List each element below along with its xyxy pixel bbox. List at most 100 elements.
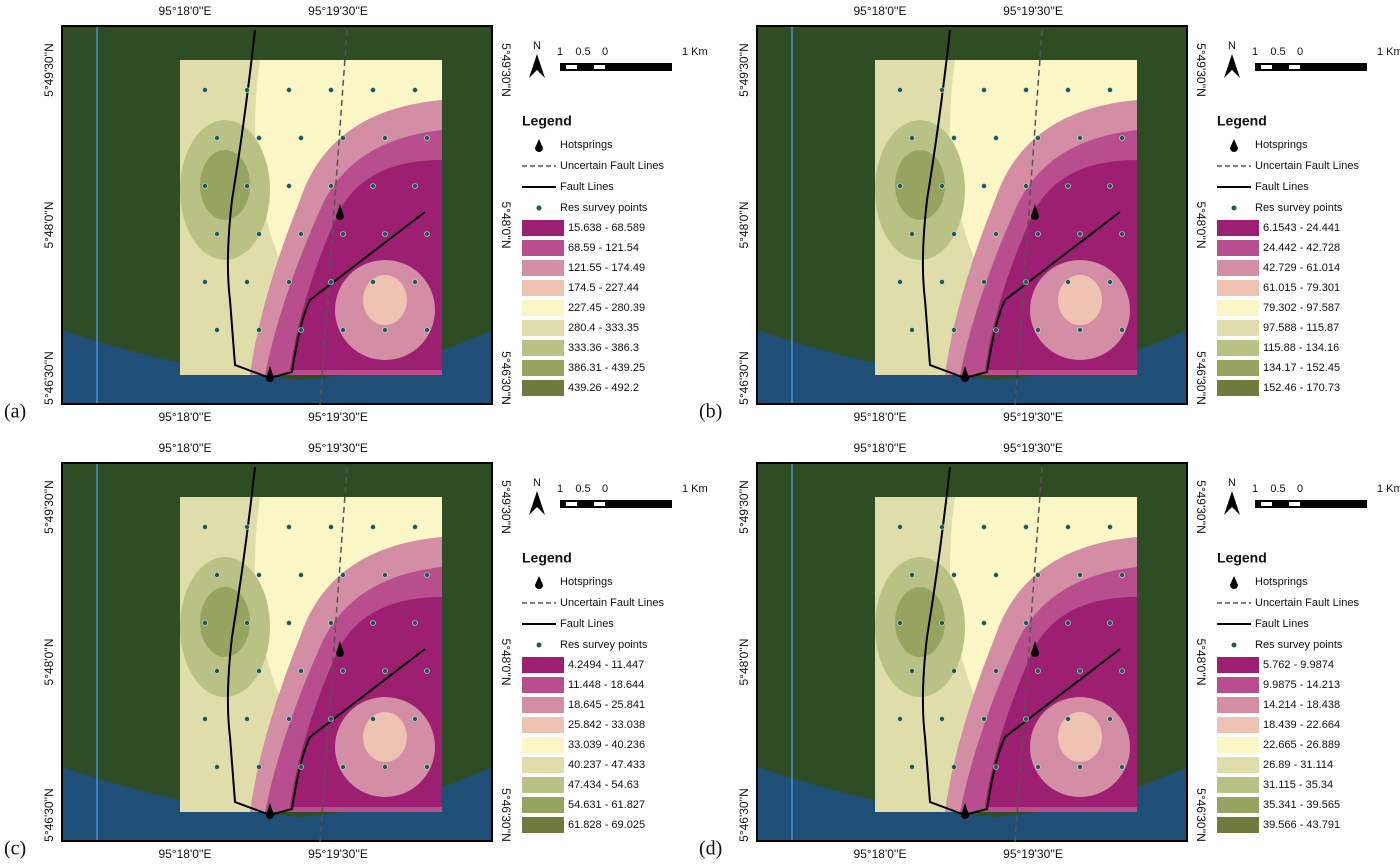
survey-point (370, 620, 376, 626)
legend-hotspring (535, 576, 543, 589)
legend-label: Res survey points (1255, 639, 1343, 651)
longitude-label: 95°18'0''E (158, 847, 211, 861)
survey-point (382, 327, 388, 333)
latitude-label: 5°46'30''N (42, 351, 56, 405)
scale-label: 0 (1297, 46, 1303, 58)
survey-point (897, 87, 903, 93)
contour-map (180, 60, 442, 375)
survey-point (951, 572, 957, 578)
scale-label: 0 (1297, 483, 1303, 495)
legend-swatch (1217, 757, 1259, 773)
survey-point (951, 135, 957, 141)
longitude-label: 95°18'0''E (853, 441, 906, 455)
survey-point (256, 327, 262, 333)
latitude-label: 5°49'30''N (499, 43, 513, 97)
latitude-label: 5°48'0''N (1194, 201, 1208, 248)
legend-label: Fault Lines (1255, 618, 1309, 630)
legend-class-label: 152.46 - 170.73 (1263, 382, 1340, 394)
legend-class-label: 68.59 - 121.54 (568, 242, 639, 254)
uncertain-fault-line (319, 29, 348, 406)
survey-point (202, 183, 208, 189)
legend-class-label: 174.5 - 227.44 (568, 282, 639, 294)
survey-point (382, 135, 388, 141)
legend-swatch (522, 737, 564, 753)
north-label: N (533, 40, 541, 52)
legend-survey-point (536, 642, 542, 648)
legend-swatch (522, 360, 564, 376)
survey-point (424, 327, 430, 333)
survey-point (202, 87, 208, 93)
longitude-label: 95°19'30''E (308, 847, 368, 861)
longitude-label: 95°19'30''E (308, 441, 368, 455)
legend-class-label: 40.237 - 47.433 (568, 759, 645, 771)
legend-swatch (1217, 717, 1259, 733)
legend-class-label: 134.17 - 152.45 (1263, 362, 1340, 374)
survey-point (981, 716, 987, 722)
scale-label: 0.5 (575, 483, 590, 495)
survey-point (909, 135, 915, 141)
survey-point (424, 764, 430, 770)
survey-point (424, 135, 430, 141)
map-panel: 95°18'0''E 95°18'0''E 95°19'30''E 95°19'30'… (699, 441, 1400, 861)
legend-label: Uncertain Fault Lines (1255, 160, 1359, 172)
north-arrow (1224, 54, 1240, 78)
legend-swatch (522, 757, 564, 773)
legend-class-label: 54.631 - 61.827 (568, 799, 645, 811)
legend-swatch (1217, 777, 1259, 793)
legend-title: Legend (522, 550, 572, 566)
survey-point (328, 279, 334, 285)
contour-zone (1058, 712, 1102, 762)
hotspring (336, 641, 344, 657)
survey-point (202, 279, 208, 285)
survey-point (328, 620, 334, 626)
longitude-label: 95°18'0''E (158, 410, 211, 424)
sea (62, 330, 492, 404)
survey-point (340, 327, 346, 333)
legend-swatch (1217, 697, 1259, 713)
legend-class-label: 386.31 - 439.25 (568, 362, 645, 374)
legend-title: Legend (1217, 113, 1267, 129)
survey-point (340, 764, 346, 770)
legend-class-label: 33.039 - 40.236 (568, 739, 645, 751)
legend-label: Hotsprings (560, 139, 613, 151)
legend-hotspring (1230, 576, 1238, 589)
survey-point (382, 231, 388, 237)
legend-class-label: 5.762 - 9.9874 (1263, 659, 1334, 671)
survey-point (1077, 764, 1083, 770)
survey-point (993, 764, 999, 770)
longitude-label: 95°19'30''E (1003, 4, 1063, 18)
latitude-label: 5°48'0''N (737, 201, 751, 248)
scale-label: 0.5 (1270, 483, 1285, 495)
legend-swatch (522, 817, 564, 833)
scale-bar-segment (594, 502, 605, 506)
survey-point (1023, 183, 1029, 189)
legend-class-label: 39.566 - 43.791 (1263, 819, 1340, 831)
contour-zone (1058, 275, 1102, 325)
survey-point (1107, 716, 1113, 722)
legend-survey-point (1231, 205, 1237, 211)
survey-point (951, 764, 957, 770)
survey-point (951, 327, 957, 333)
longitude-label: 95°19'30''E (308, 410, 368, 424)
frame (756, 462, 1188, 842)
north-label: N (533, 477, 541, 489)
survey-point (993, 668, 999, 674)
survey-point (1107, 279, 1113, 285)
survey-point (1107, 620, 1113, 626)
legend-swatch (522, 657, 564, 673)
survey-point (939, 183, 945, 189)
scale-label: 1 (557, 483, 563, 495)
survey-point (298, 572, 304, 578)
survey-point (909, 327, 915, 333)
legend-label: Hotsprings (1255, 576, 1308, 588)
scale-bar-segment (566, 65, 577, 69)
survey-point (244, 524, 250, 530)
legend-class-label: 24.442 - 42.728 (1263, 242, 1340, 254)
survey-point (1035, 327, 1041, 333)
uncertain-fault-line (1014, 29, 1043, 406)
legend-class-label: 31.115 - 35.34 (1263, 779, 1333, 791)
scale-label: 1 Km (1377, 46, 1400, 58)
survey-point (340, 668, 346, 674)
legend-class-label: 333.36 - 386.3 (568, 342, 639, 354)
legend-swatch (522, 300, 564, 316)
